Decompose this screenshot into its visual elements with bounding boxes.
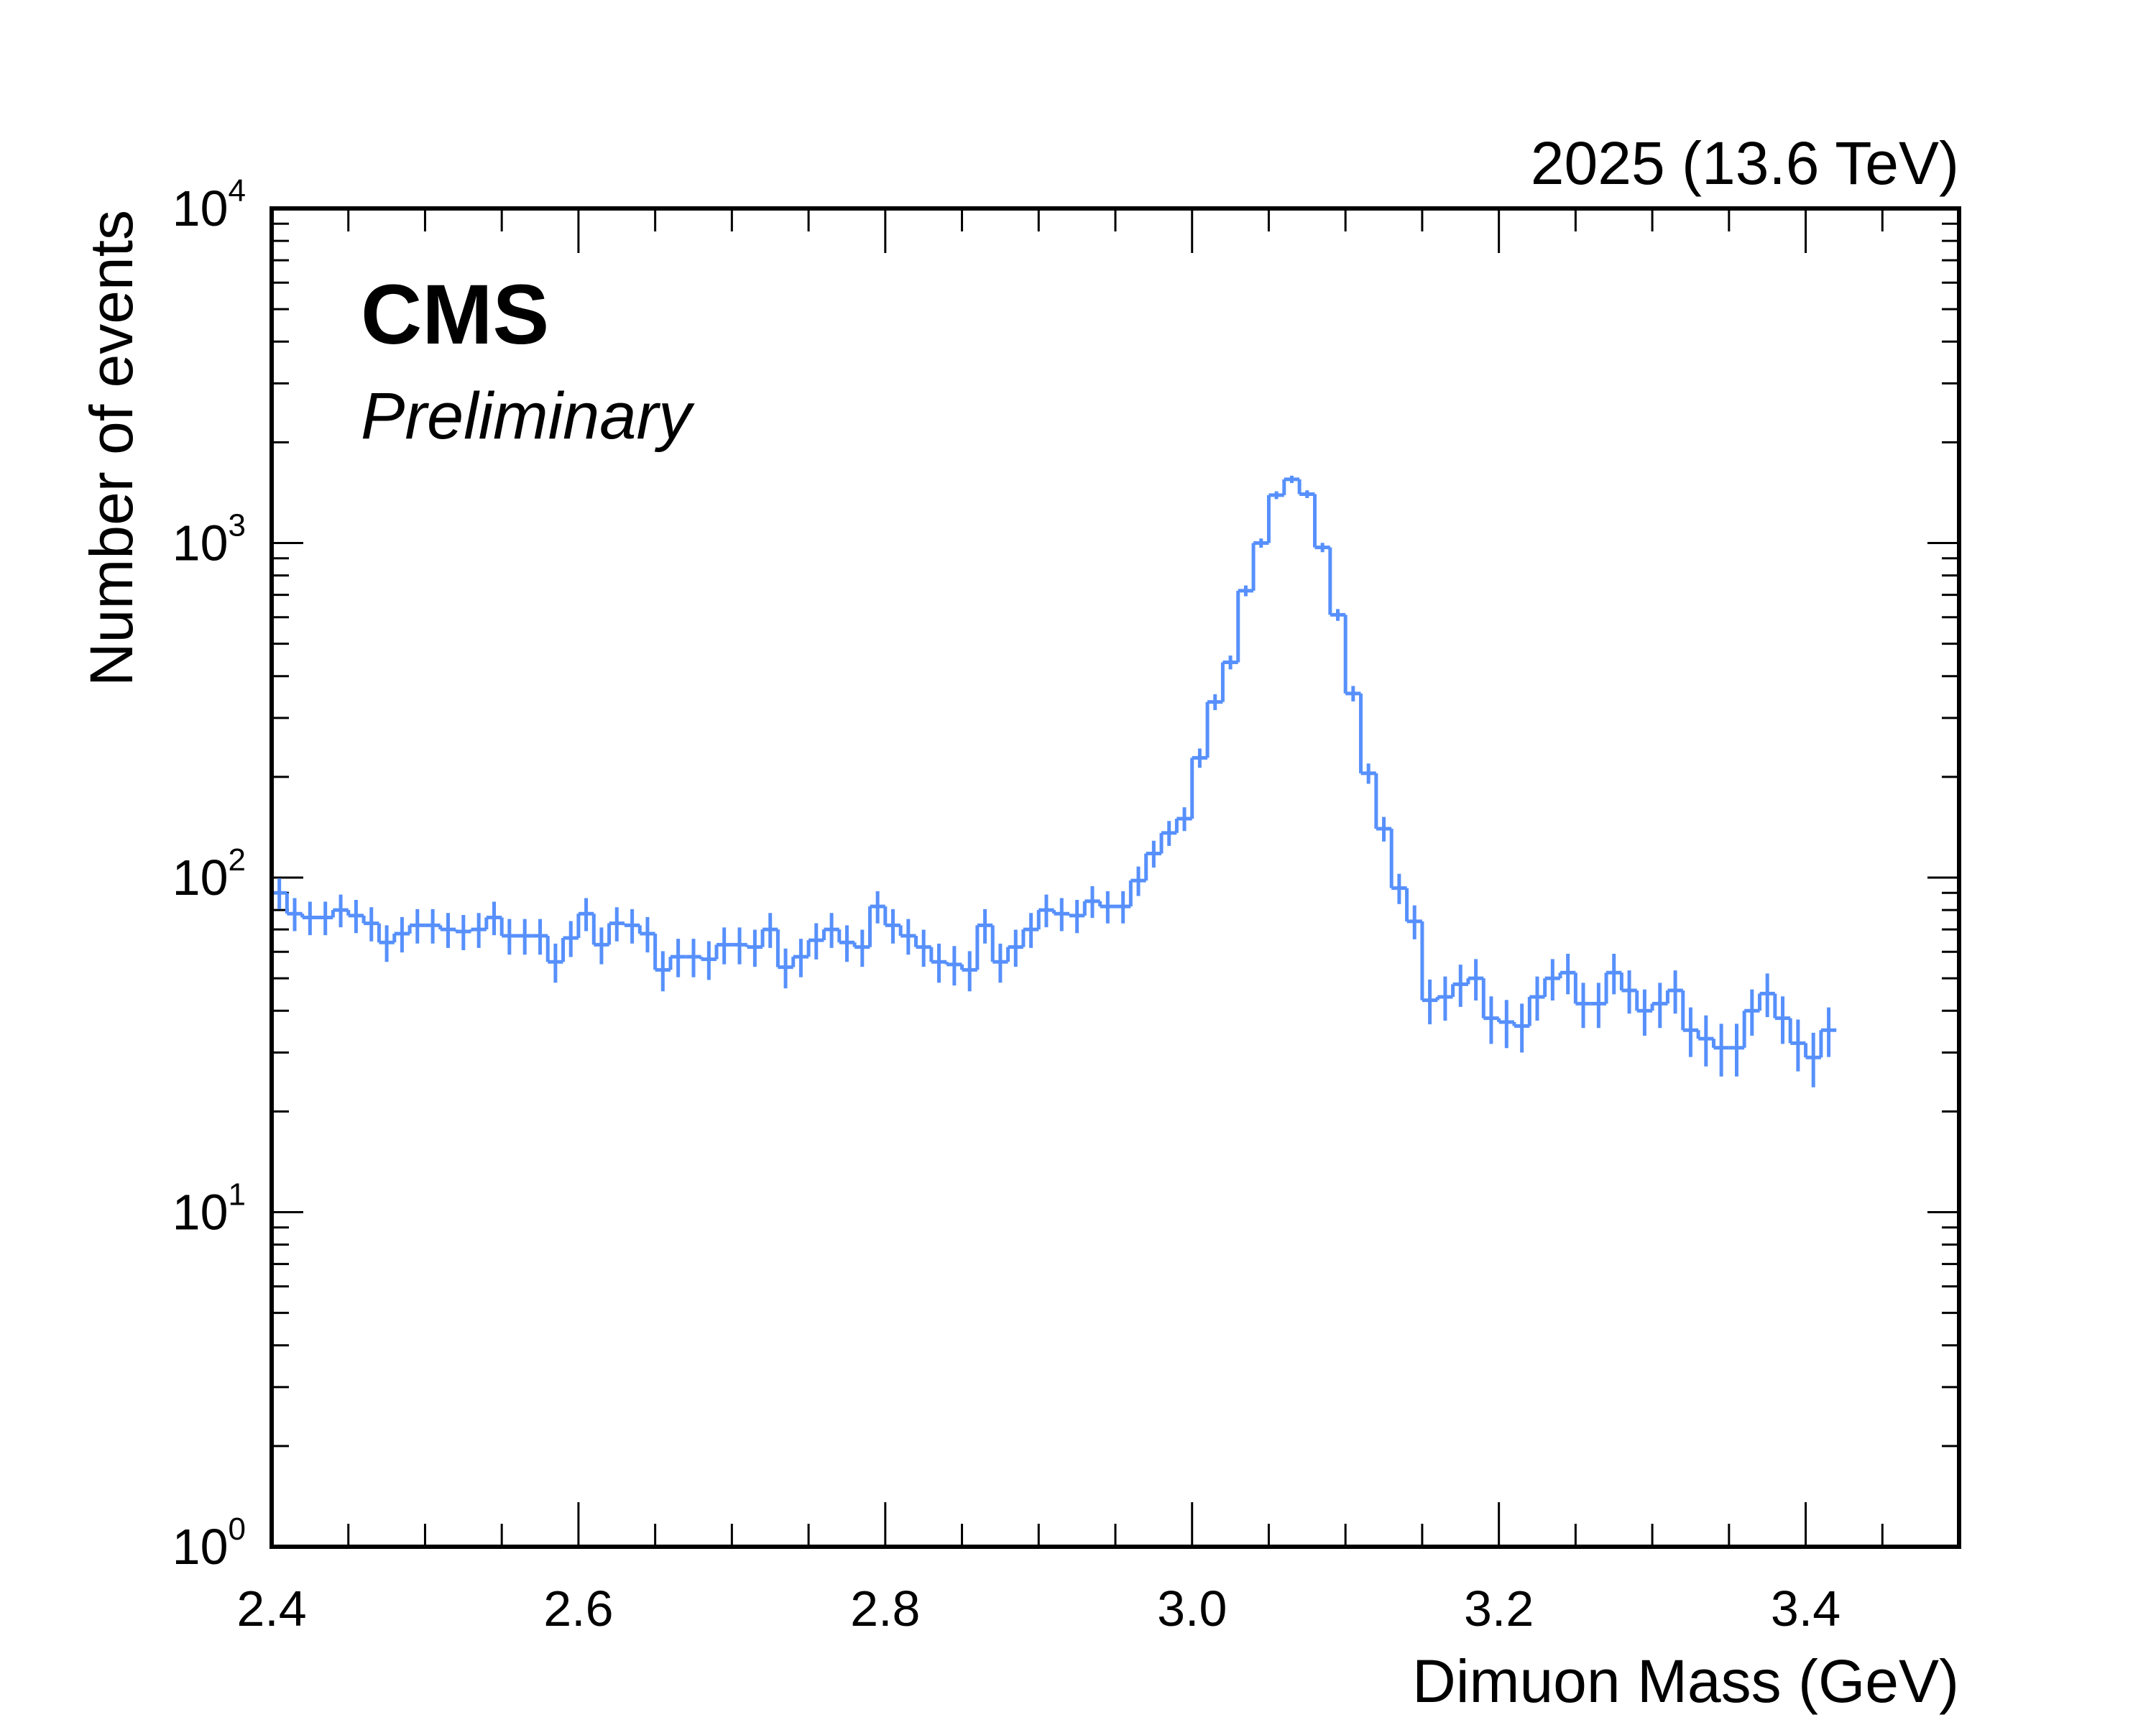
experiment-label: CMS [361, 267, 549, 362]
y-tick-label-exponent: 4 [229, 173, 246, 208]
y-tick-label-base: 10 [172, 1184, 229, 1241]
y-tick-label-exponent: 0 [229, 1512, 246, 1547]
x-tick-label: 3.4 [1771, 1581, 1841, 1637]
y-tick-label-base: 10 [172, 515, 229, 571]
y-tick-label-exponent: 1 [229, 1177, 246, 1213]
status-label: Preliminary [361, 380, 695, 453]
y-tick-label-exponent: 3 [229, 508, 246, 543]
y-tick-label: 104 [172, 173, 246, 236]
x-tick-label: 2.4 [236, 1581, 306, 1637]
y-tick-label: 102 [172, 842, 246, 906]
y-axis-title: Number of events [78, 210, 145, 686]
y-tick-label-base: 10 [172, 180, 229, 236]
x-tick-label: 2.6 [543, 1581, 613, 1637]
y-tick-label: 100 [172, 1512, 246, 1575]
y-tick-label-base: 10 [172, 1519, 229, 1575]
x-axis-title: Dimuon Mass (GeV) [1412, 1647, 1959, 1715]
x-tick-label: 2.8 [850, 1581, 920, 1637]
y-tick-label-base: 10 [172, 850, 229, 906]
lumi-label: 2025 (13.6 TeV) [1531, 129, 1959, 197]
x-tick-labels: 2.4 2.6 2.8 3.0 3.2 3.4 [236, 1581, 1841, 1637]
histogram-series [272, 475, 1837, 1087]
x-tick-label: 3.2 [1464, 1581, 1534, 1637]
x-tick-label: 3.0 [1157, 1581, 1227, 1637]
plot-frame [270, 206, 1961, 1549]
y-tick-label-exponent: 2 [229, 842, 246, 878]
y-tick-label: 101 [172, 1177, 246, 1241]
y-tick-label: 103 [172, 508, 246, 571]
